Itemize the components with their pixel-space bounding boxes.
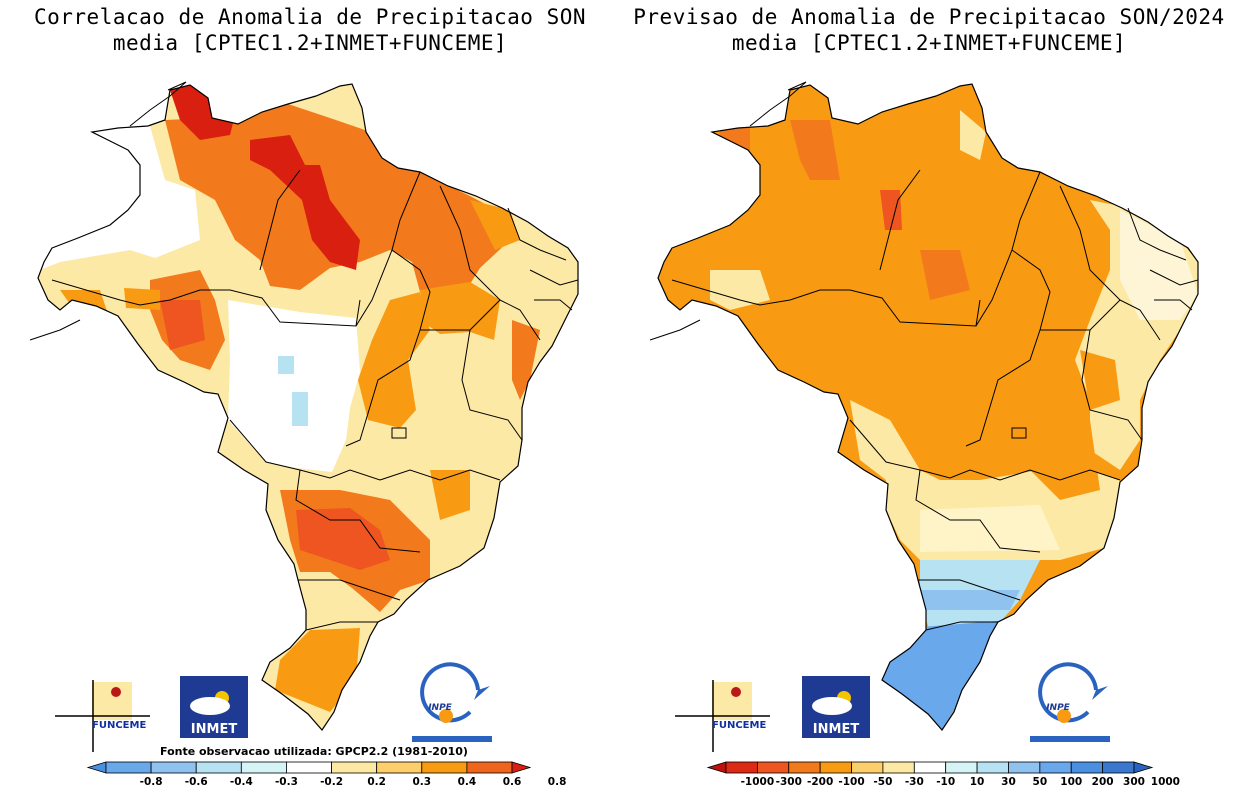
corr-colorbar-swatch (421, 761, 468, 774)
right-map-title: Previsao de Anomalia de Precipitacao SON… (618, 4, 1240, 56)
funceme-logo-right: FUNCEME (675, 680, 770, 752)
corr-colorbar-tick-label: -0.4 (230, 776, 253, 788)
fcst-colorbar-swatch (1008, 761, 1041, 774)
right-title-line2: media [CPTEC1.2+INMET+FUNCEME] (731, 31, 1127, 55)
corr-colorbar-tick-label: 0.4 (458, 776, 477, 788)
fcst-colorbar-swatch (706, 761, 727, 774)
fcst-colorbar-tick-label: -30 (905, 776, 924, 788)
fcst-colorbar-tick-label: 100 (1060, 776, 1082, 788)
left-title-line1: Correlacao de Anomalia de Precipitacao S… (33, 5, 586, 29)
funceme-logo: FUNCEME (55, 680, 150, 752)
corr-colorbar-swatch (195, 761, 242, 774)
fcst-colorbar-swatch (819, 761, 852, 774)
corr-colorbar-tick-label: -0.6 (185, 776, 208, 788)
corr-colorbar-tick-label: -0.3 (275, 776, 298, 788)
fcst-colorbar-swatch (1102, 761, 1135, 774)
fcst-colorbar-tick-label: 300 (1123, 776, 1145, 788)
inmet-logo-right: INMET (802, 676, 870, 738)
fcst-colorbar-swatch (976, 761, 1009, 774)
fcst-colorbar-tick-label: 10 (970, 776, 985, 788)
funceme-logo-text-right: FUNCEME (712, 720, 766, 731)
corr-colorbar-tick-label: 0.8 (548, 776, 567, 788)
inpe-logo: INPE (412, 662, 492, 742)
corr-colorbar-tick-label: 0.6 (503, 776, 522, 788)
left-map-title: Correlacao de Anomalia de Precipitacao S… (20, 4, 600, 56)
corr-colorbar-swatch (466, 761, 513, 774)
forecast-colorbar: -1000 -300 -200 -100 -50 -30 -10 10 30 50 100 200 30… (706, 761, 1180, 788)
corr-colorbar-swatch (376, 761, 423, 774)
inpe-logo-right: INPE (1030, 662, 1110, 742)
fcst-colorbar-swatch (788, 761, 821, 774)
forecast-map: FUNCEME INMET INPE (649, 81, 1199, 752)
right-title-line1: Previsao de Anomalia de Precipitacao SON… (633, 5, 1225, 29)
corr-colorbar-tick-label: -0.8 (140, 776, 163, 788)
funceme-logo-text: FUNCEME (92, 720, 146, 731)
inmet-logo-text-right: INMET (813, 722, 860, 737)
corr-colorbar-swatch (86, 761, 107, 774)
fcst-colorbar-tick-label: 1000 (1151, 776, 1180, 788)
correlation-colorbar: -0.8 -0.6 -0.4 -0.3 -0.2 0.2 0.3 0.4 0.6 0.8 (86, 761, 567, 788)
corr-colorbar-swatch (331, 761, 378, 774)
inpe-logo-text-right: INPE (1046, 703, 1070, 713)
inpe-logo-text: INPE (428, 703, 452, 713)
corr-colorbar-swatch (150, 761, 197, 774)
fcst-colorbar-swatch (882, 761, 915, 774)
fcst-colorbar-tick-label: 50 (1033, 776, 1048, 788)
source-note: Fonte observacao utilizada: GPCP2.2 (198… (160, 745, 468, 758)
fcst-colorbar-swatch (725, 761, 758, 774)
corr-colorbar-tick-label: -0.2 (320, 776, 343, 788)
corr-colorbar-swatch (105, 761, 152, 774)
corr-colorbar-tick-label: 0.2 (367, 776, 386, 788)
fcst-colorbar-swatch (913, 761, 947, 774)
fcst-colorbar-tick-label: -1000 (741, 776, 775, 788)
fcst-colorbar-tick-label: -300 (776, 776, 802, 788)
inmet-logo: INMET (180, 676, 248, 738)
correlation-map: FUNCEME INMET INPE (29, 81, 579, 752)
fcst-colorbar-swatch (945, 761, 978, 774)
corr-colorbar-swatch (286, 761, 332, 774)
left-title-line2: media [CPTEC1.2+INMET+FUNCEME] (112, 31, 508, 55)
fcst-colorbar-tick-label: 200 (1092, 776, 1114, 788)
fcst-colorbar-swatch (1133, 761, 1154, 774)
corr-colorbar-swatch (511, 761, 532, 774)
fcst-colorbar-swatch (1070, 761, 1104, 774)
corr-colorbar-swatch (240, 761, 287, 774)
fcst-colorbar-tick-label: -50 (873, 776, 892, 788)
corr-colorbar-tick-label: 0.3 (412, 776, 431, 788)
fcst-colorbar-swatch (1039, 761, 1072, 774)
fcst-colorbar-tick-label: -200 (807, 776, 833, 788)
fcst-colorbar-tick-label: -100 (838, 776, 864, 788)
inmet-logo-text: INMET (191, 722, 238, 737)
fcst-colorbar-swatch (756, 761, 790, 774)
fcst-colorbar-tick-label: 30 (1001, 776, 1016, 788)
fcst-colorbar-swatch (851, 761, 884, 774)
fcst-colorbar-tick-label: -10 (936, 776, 955, 788)
